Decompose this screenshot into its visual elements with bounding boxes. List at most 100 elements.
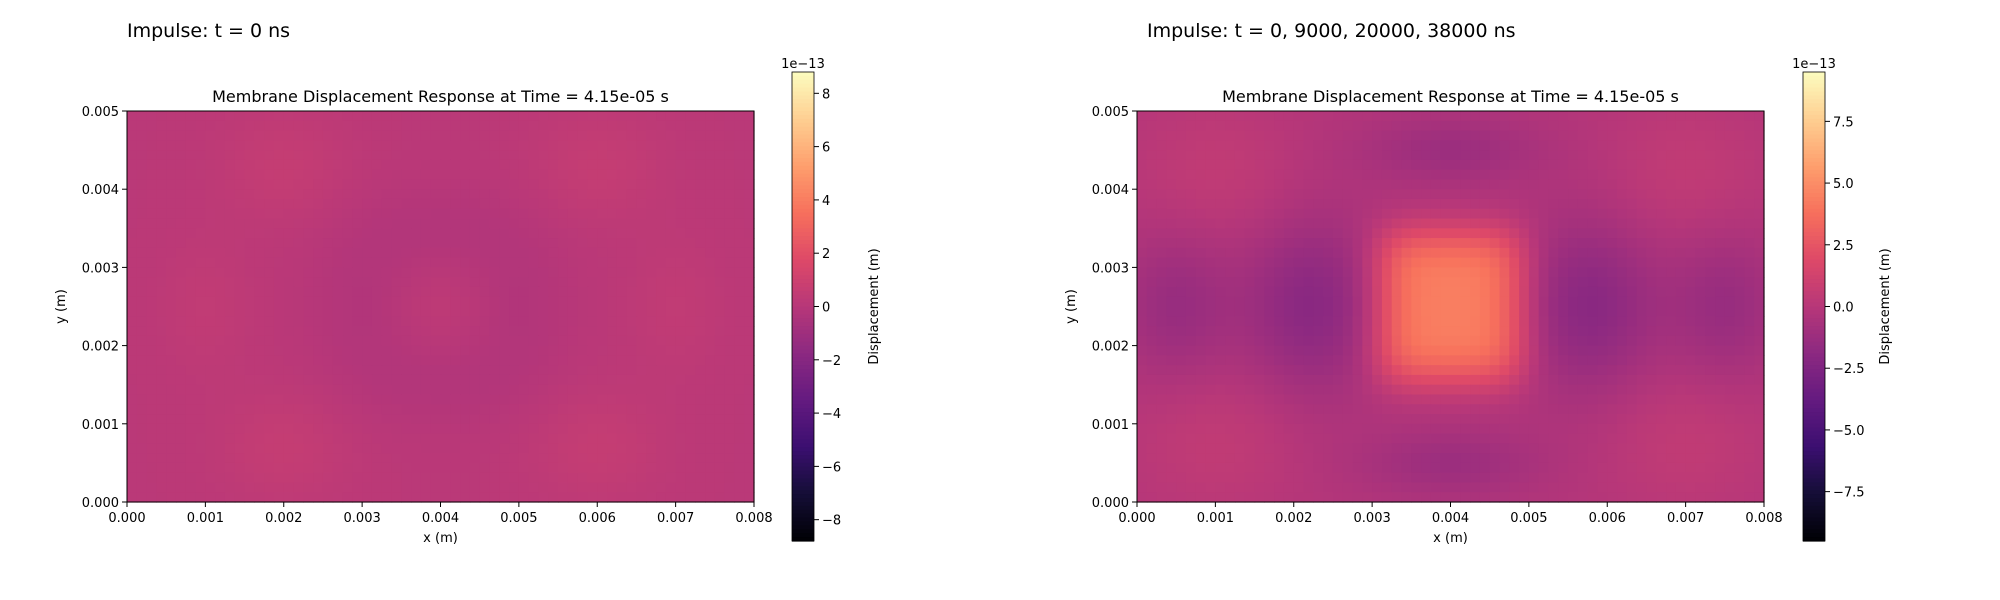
heatmap-cell xyxy=(420,277,432,288)
heatmap-cell xyxy=(1558,198,1569,210)
heatmap-cell xyxy=(362,238,373,249)
heatmap-cell xyxy=(1528,198,1540,210)
heatmap-cell xyxy=(1215,443,1226,454)
heatmap-cell xyxy=(469,492,481,503)
heatmap-cell xyxy=(1352,374,1363,386)
heatmap-cell xyxy=(1264,257,1275,269)
heatmap-cell xyxy=(695,462,706,474)
heatmap-cell xyxy=(499,150,510,161)
heatmap-cell xyxy=(695,492,706,503)
heatmap-cell xyxy=(1137,189,1148,200)
colorbar-segment xyxy=(792,83,814,89)
heatmap-cell xyxy=(303,345,314,356)
heatmap-cell xyxy=(1734,277,1746,288)
heatmap-cell xyxy=(420,208,432,220)
heatmap-cell xyxy=(156,238,167,249)
heatmap-cell xyxy=(1362,140,1373,151)
heatmap-cell xyxy=(1734,267,1746,278)
heatmap-cell xyxy=(489,130,500,141)
heatmap-cell xyxy=(195,345,206,356)
heatmap-cell xyxy=(1597,111,1608,122)
heatmap-cell xyxy=(1195,345,1207,356)
heatmap-cell xyxy=(685,169,696,181)
heatmap-cell xyxy=(215,267,226,278)
heatmap-cell xyxy=(1323,247,1334,259)
heatmap-cell xyxy=(1568,247,1579,259)
heatmap-cell xyxy=(332,482,344,493)
heatmap-cell xyxy=(1332,140,1344,151)
heatmap-cell xyxy=(1626,111,1638,122)
heatmap-cell xyxy=(1205,374,1216,386)
heatmap-cell xyxy=(656,492,667,503)
heatmap-cell xyxy=(1332,277,1344,288)
heatmap-cell xyxy=(254,159,265,171)
heatmap-cell xyxy=(1411,238,1422,249)
heatmap-cell xyxy=(1538,443,1550,454)
heatmap-cell xyxy=(1381,247,1393,259)
heatmap-cell xyxy=(1450,140,1461,151)
heatmap-cell xyxy=(509,169,520,181)
heatmap-cell xyxy=(636,169,647,181)
heatmap-cell xyxy=(1499,443,1510,454)
heatmap-cell xyxy=(1528,384,1540,396)
heatmap-cell xyxy=(1176,277,1187,288)
heatmap-cell xyxy=(1323,384,1334,396)
heatmap-cell xyxy=(675,257,687,269)
heatmap-cell xyxy=(1744,433,1755,444)
heatmap-cell xyxy=(1450,189,1461,200)
heatmap-cell xyxy=(1617,404,1628,415)
heatmap-cell xyxy=(1156,423,1167,435)
heatmap-cell xyxy=(656,198,667,210)
heatmap-cell xyxy=(479,198,491,210)
heatmap-cell xyxy=(665,316,677,327)
heatmap-cell xyxy=(234,111,246,122)
heatmap-cell xyxy=(411,316,422,327)
heatmap-cell xyxy=(518,326,530,337)
heatmap-cell xyxy=(1646,140,1657,151)
heatmap-cell xyxy=(518,267,530,278)
heatmap-cell xyxy=(1636,277,1648,288)
heatmap-cell xyxy=(646,277,657,288)
heatmap-cell xyxy=(646,208,657,220)
heatmap-cell xyxy=(1538,345,1550,356)
heatmap-cell xyxy=(293,159,304,171)
heatmap-cell xyxy=(1166,306,1177,317)
heatmap-cell xyxy=(283,150,295,161)
heatmap-cell xyxy=(1313,355,1324,366)
heatmap-cell xyxy=(695,159,706,171)
heatmap-cell xyxy=(313,111,324,122)
heatmap-cell xyxy=(1538,238,1550,249)
heatmap-cell xyxy=(714,462,726,474)
heatmap-cell xyxy=(1185,306,1197,317)
heatmap-cell xyxy=(1293,198,1305,210)
heatmap-cell xyxy=(322,472,334,484)
heatmap-cell xyxy=(1234,306,1246,317)
heatmap-cell xyxy=(264,306,275,317)
heatmap-cell xyxy=(734,189,745,200)
heatmap-cell xyxy=(391,316,402,327)
heatmap-cell xyxy=(1666,335,1677,347)
colorbar-segment xyxy=(792,310,814,315)
heatmap-cell xyxy=(254,238,265,249)
heatmap-cell xyxy=(224,345,236,356)
heatmap-cell xyxy=(205,267,216,278)
heatmap-cell xyxy=(1176,306,1187,317)
heatmap-cell xyxy=(430,238,442,249)
heatmap-cell xyxy=(695,394,706,405)
heatmap-cell xyxy=(175,111,187,122)
heatmap-cell xyxy=(724,423,736,435)
heatmap-cell xyxy=(1225,296,1236,308)
heatmap-cell xyxy=(626,384,638,396)
heatmap-cell xyxy=(1411,179,1422,190)
heatmap-cell xyxy=(1156,277,1167,288)
heatmap-cell xyxy=(1352,120,1363,132)
heatmap-cell xyxy=(254,443,265,454)
heatmap-cell xyxy=(303,277,314,288)
heatmap-cell xyxy=(636,179,647,190)
heatmap-cell xyxy=(127,277,138,288)
heatmap-cell xyxy=(1744,286,1755,298)
heatmap-cell xyxy=(499,335,510,347)
heatmap-cell xyxy=(156,492,167,503)
heatmap-cell xyxy=(1617,179,1628,190)
heatmap-cell xyxy=(1352,296,1363,308)
